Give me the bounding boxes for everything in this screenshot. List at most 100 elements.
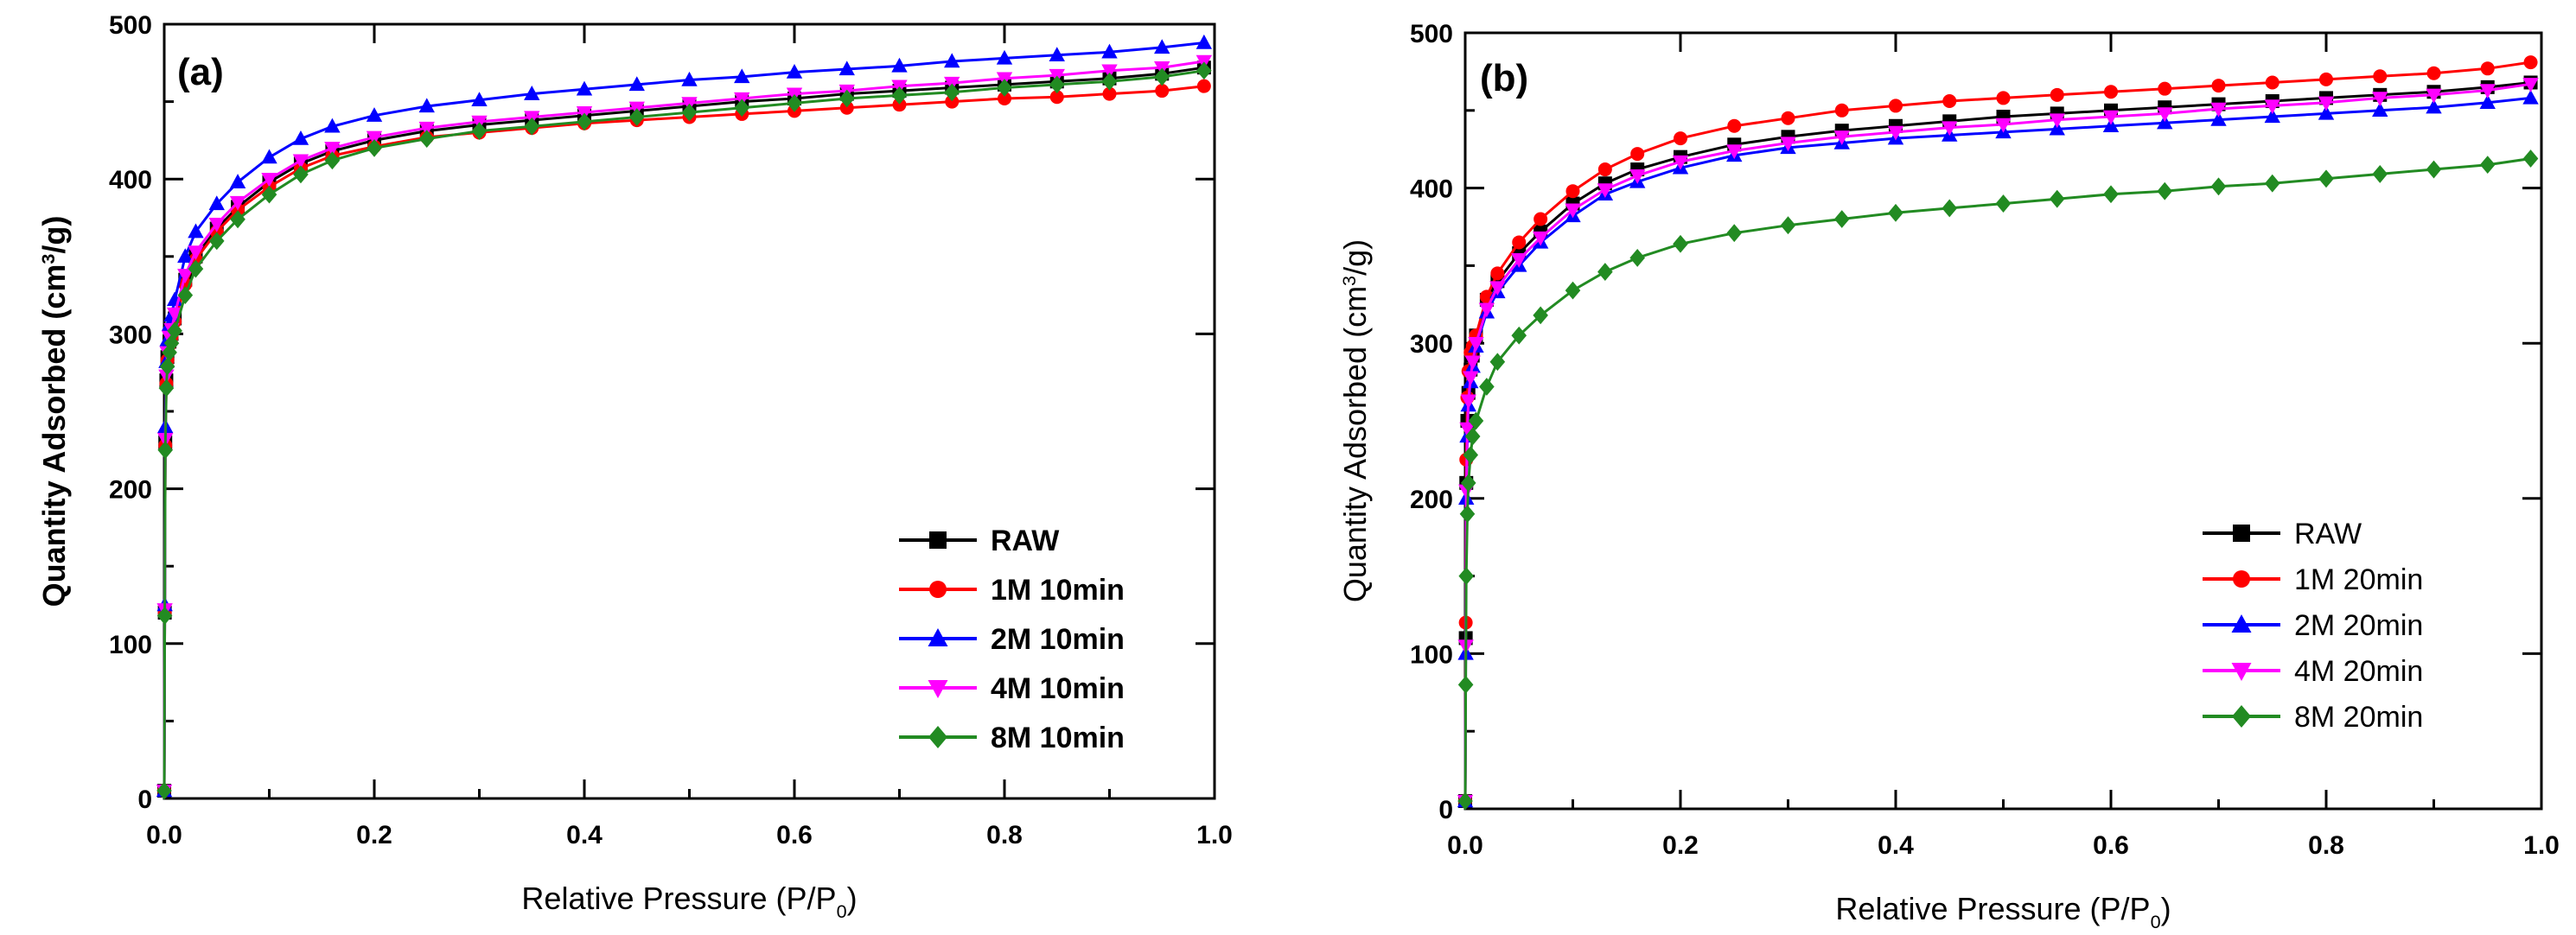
data-point — [2372, 165, 2388, 183]
data-point — [230, 210, 245, 229]
data-point — [229, 195, 246, 211]
data-point — [188, 245, 204, 261]
data-point — [1726, 224, 1743, 243]
data-point — [1565, 184, 1580, 199]
data-point — [418, 130, 435, 149]
x-axis-title-suffix: ) — [847, 881, 858, 916]
data-point — [838, 89, 855, 108]
data-point — [945, 94, 960, 109]
data-point — [2103, 185, 2119, 204]
plot-frame — [1463, 31, 2543, 811]
x-tick-label: 0.8 — [986, 821, 1023, 849]
y-tick-label: 100 — [1410, 640, 1453, 669]
y-tick-label: 100 — [109, 631, 152, 659]
data-point — [2522, 89, 2539, 105]
data-point — [1489, 353, 1506, 372]
data-point — [1533, 212, 1548, 226]
data-point — [157, 441, 174, 460]
data-point — [2318, 169, 2334, 188]
x-tick-label: 0.4 — [566, 821, 603, 849]
data-point — [891, 57, 908, 73]
y-tick-label: 300 — [109, 321, 152, 349]
data-point — [292, 130, 309, 145]
data-point — [2426, 99, 2442, 114]
data-point — [2479, 84, 2496, 99]
legend-marker — [2231, 614, 2252, 633]
y-axis-title: Quantity Adsorbed (cm3/g) — [1337, 239, 1373, 602]
data-point — [681, 71, 698, 86]
data-point — [1889, 99, 1903, 113]
data-point — [1597, 183, 1614, 198]
data-point — [1532, 231, 1549, 246]
data-point — [261, 149, 277, 164]
data-point — [1565, 281, 1581, 300]
data-point — [156, 607, 173, 625]
data-point — [2372, 102, 2388, 117]
data-point — [1629, 169, 1646, 184]
data-point — [2318, 105, 2335, 120]
data-point — [787, 93, 802, 112]
data-point — [1459, 422, 1476, 437]
x-axis-title: Relative Pressure (P/P0) — [1835, 891, 2171, 932]
data-point — [177, 248, 194, 263]
y-tick-label: 0 — [137, 786, 152, 814]
data-point — [1780, 137, 1796, 152]
data-point — [366, 130, 383, 146]
data-point — [1196, 79, 1211, 93]
data-point — [2210, 177, 2227, 196]
data-point — [1781, 111, 1795, 125]
series-line — [1463, 60, 2531, 802]
legend-marker — [928, 726, 947, 748]
data-point — [1995, 194, 2012, 213]
data-point — [2049, 113, 2065, 129]
data-point — [2050, 87, 2064, 102]
y-tick-label: 400 — [109, 166, 152, 194]
data-point — [366, 107, 383, 122]
x-tick-label: 0.0 — [1447, 831, 1483, 860]
data-point — [1459, 505, 1476, 524]
data-point — [167, 321, 182, 340]
data-point — [159, 357, 175, 376]
x-axis-title-main: Relative Pressure (P/P — [1835, 891, 2150, 926]
data-point — [367, 138, 382, 157]
y-axis-title-main: Quantity Adsorbed (cm — [1337, 286, 1373, 602]
x-tick-label: 1.0 — [1196, 821, 1233, 849]
data-point — [418, 121, 435, 137]
y-axis-title-sup: 3 — [37, 254, 59, 264]
data-point — [1996, 91, 2011, 105]
data-point — [1463, 371, 1479, 386]
x-tick-label: 0.0 — [146, 821, 182, 849]
data-point — [1834, 103, 1849, 118]
data-point — [1888, 203, 1903, 222]
data-point — [2523, 55, 2538, 70]
legend: RAW 1M 10min 2M 10min 4M 10min 8M 10min — [899, 525, 1125, 754]
data-point — [1511, 326, 1527, 345]
data-point — [177, 286, 194, 304]
legend-label: 2M 20min — [2294, 609, 2423, 642]
data-point — [1460, 474, 1476, 493]
data-point — [628, 76, 645, 92]
y-tick-label: 200 — [109, 476, 152, 505]
data-point — [944, 83, 960, 102]
data-point — [2104, 85, 2118, 99]
data-point — [1101, 72, 1118, 91]
x-axis-title: Relative Pressure (P/P0) — [521, 881, 857, 922]
data-point — [324, 151, 341, 170]
data-point — [1673, 234, 1688, 253]
y-axis-title-main: Quantity Adsorbed (cm — [36, 264, 72, 607]
data-point — [2264, 108, 2280, 124]
data-point — [1460, 394, 1476, 410]
y-axis-title-suffix: /g) — [36, 216, 72, 254]
data-point — [471, 122, 488, 141]
data-point — [2479, 94, 2496, 110]
data-point — [1629, 249, 1645, 267]
data-point — [997, 79, 1012, 97]
legend-marker — [2232, 705, 2251, 728]
x-tick-label: 1.0 — [2523, 831, 2560, 860]
data-point — [998, 92, 1011, 106]
data-point — [261, 185, 277, 204]
y-axis-title-sup: 3 — [1338, 276, 1360, 286]
data-point — [324, 118, 341, 133]
data-point — [1726, 144, 1743, 160]
y-tick-label: 300 — [1410, 330, 1453, 359]
